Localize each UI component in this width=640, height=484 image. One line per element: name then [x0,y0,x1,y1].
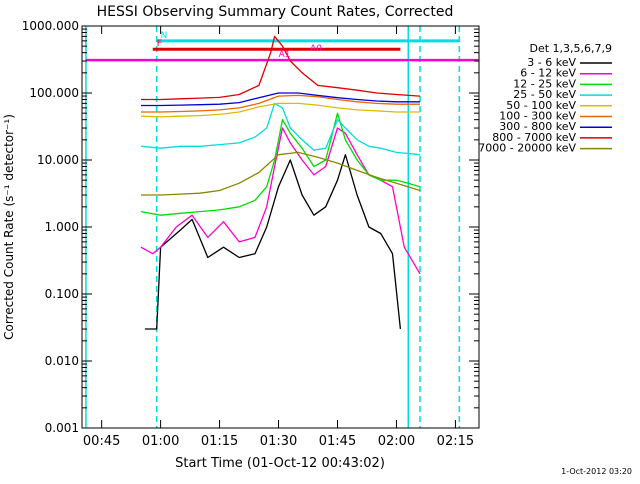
legend-label-4: 50 - 100 keV [506,99,576,112]
series-line-8 [141,151,421,196]
legend-label-2: 12 - 25 keV [513,77,576,90]
legend-label-1: 6 - 12 keV [520,67,576,80]
legend-header: Det 1,3,5,6,7,9 [529,42,612,55]
legend-label-6: 300 - 800 keV [499,120,576,133]
flag-label-0: N [161,31,168,41]
legend-label-0: 3 - 6 keV [527,56,576,69]
x-tick-label-6: 02:15 [437,434,474,449]
y-tick-label-5: 100.000 [29,86,79,100]
legend-label-3: 25 - 50 keV [513,88,576,101]
x-tick-label-4: 01:45 [319,434,356,449]
legend-label-7: 800 - 7000 keV [492,131,576,144]
y-tick-label-3: 1.000 [45,220,79,234]
series-line-2 [140,112,421,216]
x-tick-label-5: 02:00 [378,434,415,449]
footer-timestamp: 1-Oct-2012 03:20 [561,467,632,476]
flag-label-1: F [157,39,162,49]
y-axis-label: Corrected Count Rate (s⁻¹ detector⁻¹) [2,114,16,340]
flag-label-3: A0 [310,44,322,54]
series-line-0 [144,154,402,330]
chart-title: HESSI Observing Summary Count Rates, Cor… [97,4,454,20]
y-tick-label-0: 0.001 [45,421,79,435]
series-line-7 [141,35,421,101]
x-tick-label-2: 01:15 [201,434,238,449]
y-tick-label-6: 1000.000 [22,19,79,33]
series-line-3 [140,102,421,156]
y-tick-label-4: 10.000 [37,153,79,167]
series-line-1 [140,127,421,275]
y-tick-label-2: 0.100 [45,287,79,301]
legend-label-5: 100 - 300 keV [499,110,576,123]
flag-label-2: A1 [279,50,291,60]
x-axis-label: Start Time (01-Oct-12 00:43:02) [175,456,385,471]
series-line-5 [141,94,420,113]
series-line-6 [141,92,420,107]
x-tick-label-1: 01:00 [142,434,179,449]
series-line-4 [140,102,420,118]
y-tick-label-1: 0.010 [45,354,79,368]
x-tick-label-3: 01:30 [260,434,297,449]
legend-label-8: 7000 - 20000 keV [478,142,576,155]
x-tick-label-0: 00:45 [83,434,120,449]
